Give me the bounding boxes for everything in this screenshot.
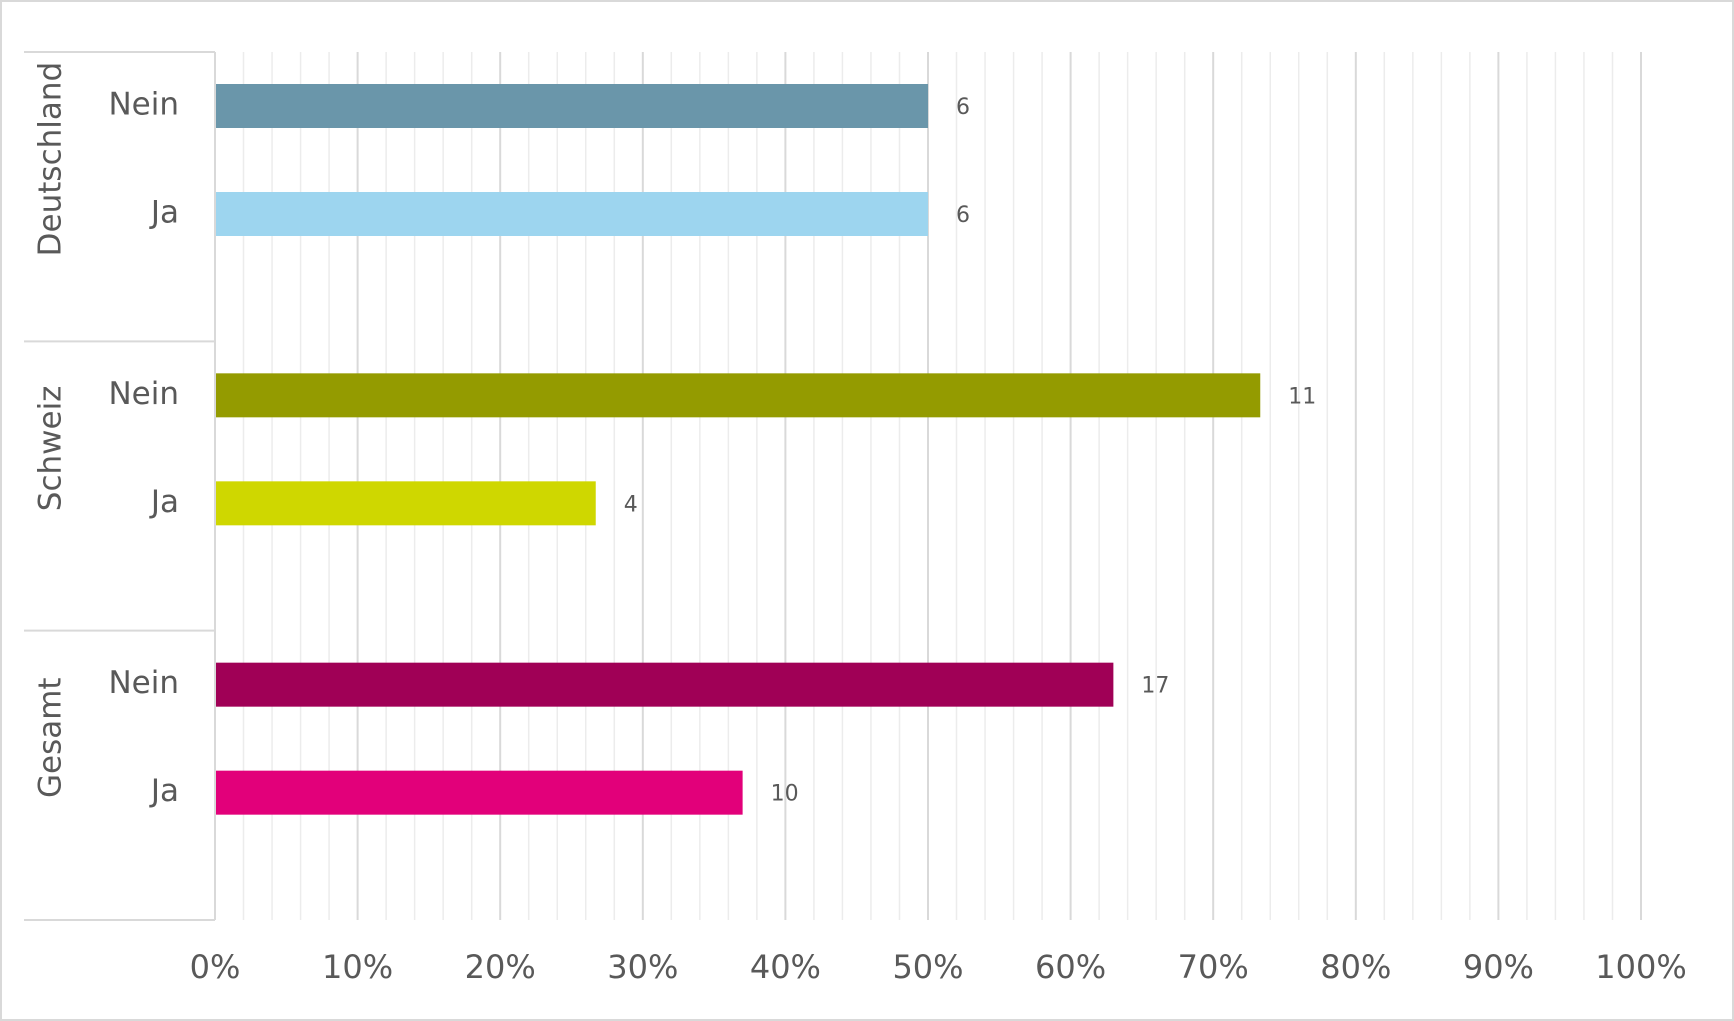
value-label: 17 (1141, 674, 1169, 699)
bar (215, 373, 1261, 418)
x-tick-label: 40% (750, 948, 821, 986)
value-label: 6 (956, 95, 970, 120)
x-tick-label: 60% (1035, 948, 1106, 986)
x-tick-label: 0% (190, 948, 241, 986)
x-tick-label: 30% (607, 948, 678, 986)
value-label: 6 (956, 203, 970, 228)
group-label: Schweiz (33, 386, 69, 512)
bar (215, 481, 596, 526)
category-label: Nein (108, 665, 179, 701)
value-label: 10 (771, 782, 799, 807)
category-label: Nein (108, 87, 179, 123)
x-tick-label: 70% (1178, 948, 1249, 986)
group-label: Gesamt (33, 677, 69, 798)
x-tick-label: 90% (1463, 948, 1534, 986)
bar (215, 770, 743, 815)
x-tick-label: 10% (322, 948, 393, 986)
category-label: Nein (108, 376, 179, 412)
category-label: Ja (149, 484, 179, 520)
x-tick-label: 50% (892, 948, 963, 986)
x-tick-label: 20% (465, 948, 536, 986)
value-label: 11 (1288, 384, 1316, 409)
group-label: Deutschland (33, 62, 69, 257)
category-label: Ja (149, 773, 179, 809)
x-tick-label: 100% (1595, 948, 1686, 986)
x-tick-label: 80% (1320, 948, 1391, 986)
bar (215, 84, 928, 128)
bar (215, 662, 1114, 707)
category-label: Ja (149, 195, 179, 231)
value-label: 4 (624, 492, 638, 517)
bar (215, 192, 928, 236)
